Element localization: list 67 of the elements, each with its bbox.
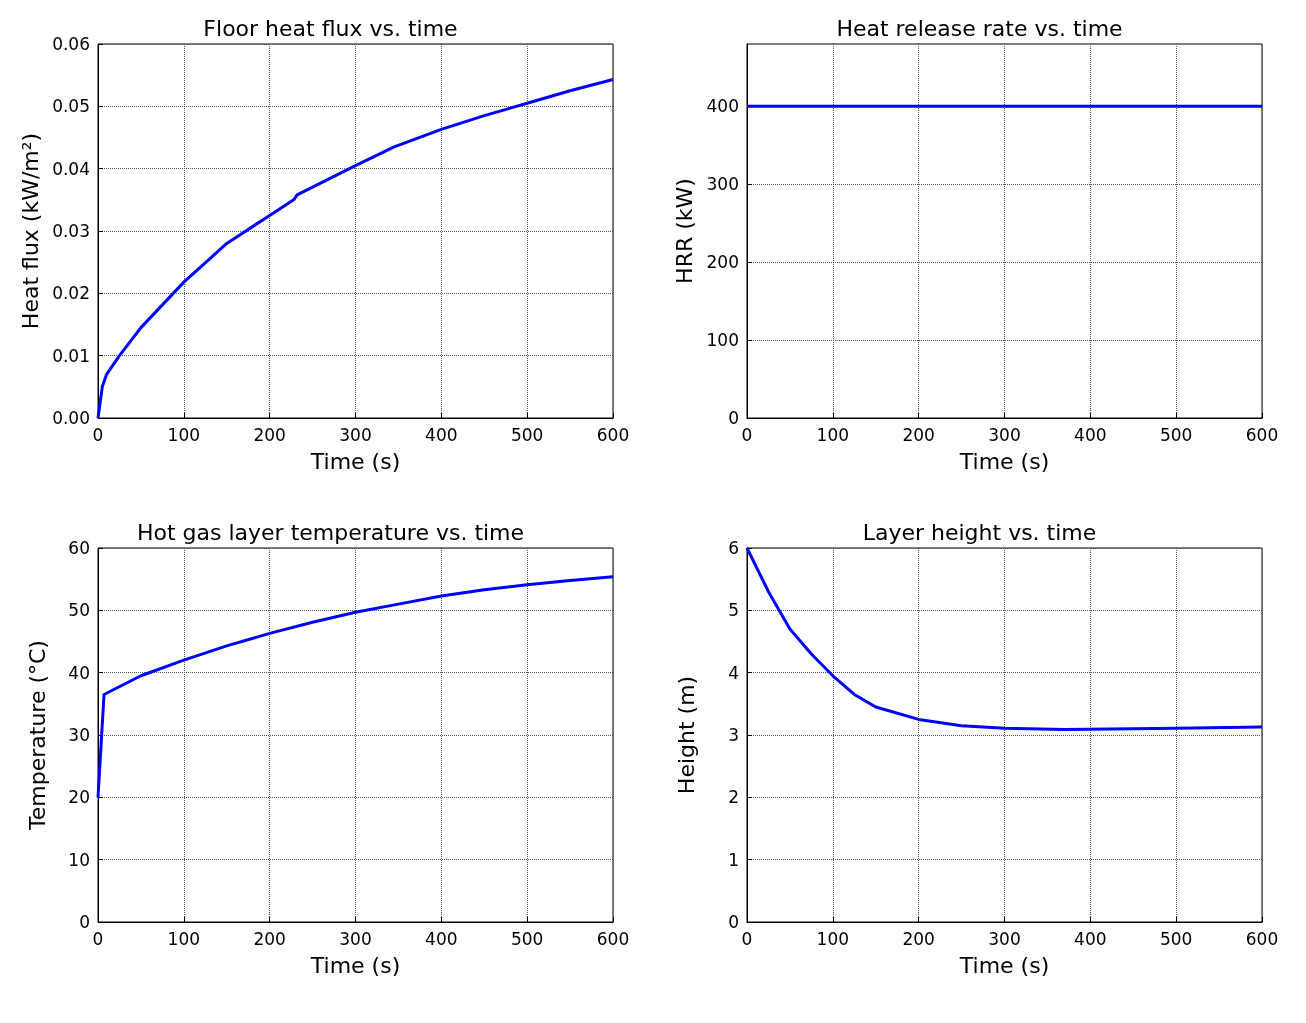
y-tick-label: 300 [706,174,739,195]
x-tick-label: 200 [253,424,286,445]
y-axis-title: HRR (kW) [672,178,698,284]
x-tick-label: 100 [816,424,850,445]
y-tick-label: 0.02 [52,283,90,304]
y-tick-label: 100 [706,330,739,351]
x-tick-label: 300 [339,928,372,949]
x-tick-label: 400 [1074,424,1107,445]
chart-title: Hot gas layer temperature vs. time [136,519,525,545]
y-tick-label: 0.06 [52,34,90,54]
x-tick-label: 400 [425,424,458,445]
x-tick-label: 300 [339,424,372,445]
y-tick-label: 0 [728,408,739,428]
x-axis-title: Time (s) [958,448,1050,474]
y-tick-label: 400 [706,96,739,117]
y-tick-label: 6 [728,538,739,558]
y-tick-label: 0.00 [52,408,90,428]
y-tick-label: 5 [728,600,739,621]
y-tick-label: 1 [728,849,739,870]
chart-title: Floor heat flux vs. time [203,15,458,41]
y-axis-title: Height (m) [673,675,699,795]
x-tick-label: 0 [92,928,104,949]
x-tick-label: 500 [510,424,544,445]
x-tick-label: 100 [167,928,201,949]
y-axis-title: Temperature (°C) [24,640,50,831]
x-tick-label: 0 [92,424,104,445]
y-tick-label: 30 [68,725,90,745]
x-tick-label: 0 [741,928,753,949]
x-tick-label: 500 [1159,928,1193,949]
x-axis-title: Time (s) [309,952,401,978]
x-tick-label: 600 [596,928,630,949]
y-axis-title: Heat flux (kW/m²) [17,132,43,330]
x-tick-label: 300 [988,424,1021,445]
x-tick-label: 600 [1245,424,1279,445]
x-tick-label: 100 [816,928,850,949]
x-tick-label: 500 [510,928,544,949]
y-tick-label: 40 [68,662,90,683]
y-tick-label: 0.05 [52,96,90,117]
x-tick-label: 400 [425,928,458,949]
x-tick-label: 200 [253,928,286,949]
x-tick-label: 400 [1074,928,1107,949]
y-tick-label: 4 [728,662,739,683]
y-tick-label: 0.04 [52,158,90,179]
y-tick-label: 0 [728,912,739,932]
y-tick-label: 0.03 [52,221,90,241]
line-series [96,575,615,799]
x-tick-label: 600 [1245,928,1279,949]
chart-title: Layer height vs. time [862,519,1097,545]
y-tick-label: 0 [79,912,90,932]
y-tick-label: 10 [68,849,90,870]
x-tick-label: 0 [741,424,753,445]
y-tick-label: 2 [728,787,739,808]
x-tick-label: 500 [1159,424,1193,445]
x-tick-label: 200 [902,928,935,949]
x-tick-label: 200 [902,424,935,445]
x-tick-label: 100 [167,424,201,445]
y-tick-label: 3 [728,725,739,745]
y-tick-label: 0.01 [52,345,90,366]
x-tick-label: 300 [988,928,1021,949]
x-tick-label: 600 [596,424,630,445]
y-tick-label: 60 [68,538,90,558]
chart-title: Heat release rate vs. time [836,15,1123,41]
y-tick-label: 20 [68,787,90,808]
y-tick-label: 200 [706,252,739,273]
y-tick-label: 50 [68,600,90,621]
x-axis-title: Time (s) [309,448,401,474]
x-axis-title: Time (s) [958,952,1050,978]
